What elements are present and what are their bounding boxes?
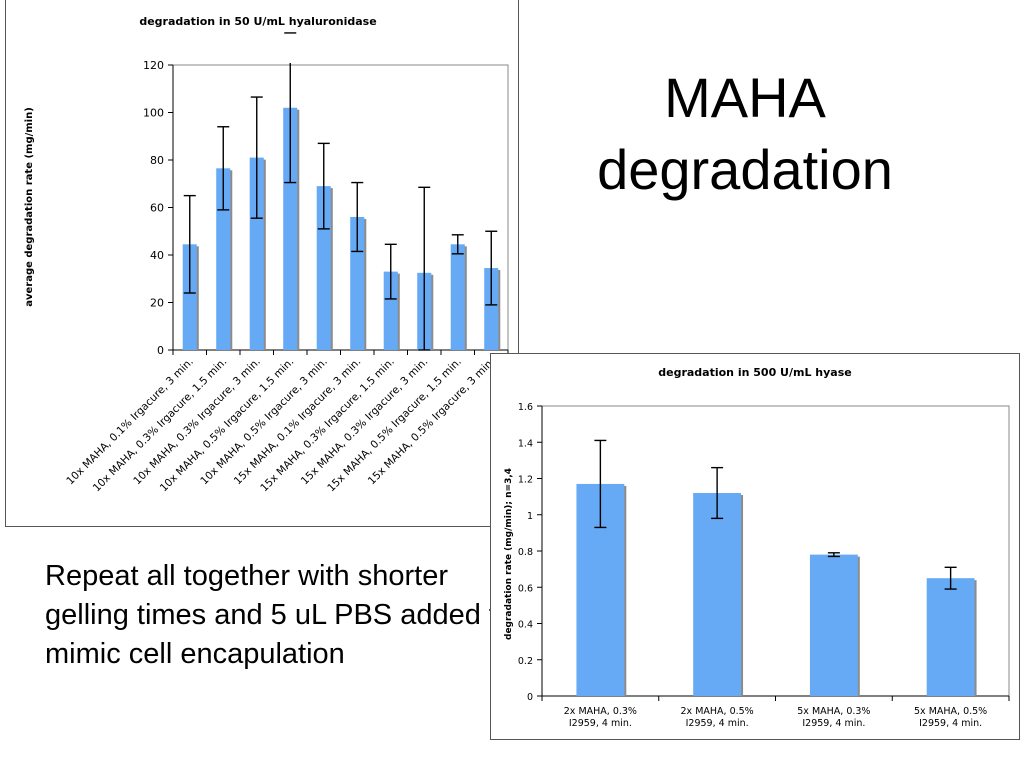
y-tick-label: 20 <box>150 297 164 310</box>
bar <box>182 244 197 350</box>
y-axis-label: average degradation rate (mg/min) <box>24 107 35 307</box>
y-tick-label: 1.2 <box>518 475 533 486</box>
y-tick-label: 0.8 <box>518 547 533 558</box>
y-tick-label: 1 <box>527 511 533 522</box>
y-tick-label: 100 <box>143 107 164 120</box>
y-tick-label: 0 <box>527 692 533 703</box>
bar <box>249 157 264 350</box>
bar <box>484 268 499 350</box>
chart-title: degradation in 50 U/mL hyaluronidase <box>139 15 376 28</box>
slide-title-line-2: degradation <box>597 138 893 201</box>
slide-body-text: Repeat all together with shorter gelling… <box>45 560 514 670</box>
x-category-label: 5x MAHA, 0.5% <box>914 706 987 717</box>
chart-title: degradation in 500 U/mL hyase <box>658 366 852 379</box>
chart-svg-hyaluronidase-50: degradation in 50 U/mL hyaluronidase aver… <box>24 15 509 494</box>
bar <box>316 186 331 350</box>
y-axis-label: degradation rate (mg/min); n=3,4 <box>504 468 514 640</box>
chart-panel-hyase-500: degradation in 500 U/mL hyase degradation… <box>490 353 1020 740</box>
y-tick-label: 80 <box>150 154 164 167</box>
y-tick-label: 0.4 <box>518 620 533 631</box>
bar <box>926 578 975 696</box>
bar <box>283 107 298 350</box>
x-category-label: 2x MAHA, 0.3% <box>564 706 637 717</box>
y-tick-label: 0.6 <box>518 583 533 594</box>
y-tick-label: 0 <box>157 344 164 357</box>
slide-title-line-1: MAHA <box>664 66 826 129</box>
y-tick-label: 0.2 <box>518 656 533 667</box>
x-category-label: I2959, 4 min. <box>569 718 632 729</box>
y-tick-label: 1.6 <box>518 402 533 413</box>
y-tick-label: 40 <box>150 249 164 262</box>
chart-panel-hyaluronidase-50: degradation in 50 U/mL hyaluronidase aver… <box>5 0 519 527</box>
slide-title: MAHA degradation <box>560 62 930 206</box>
bar <box>450 244 465 350</box>
y-tick-label: 120 <box>143 59 164 72</box>
bar <box>216 168 231 350</box>
x-category-label: I2959, 4 min. <box>919 718 982 729</box>
bar <box>693 493 742 696</box>
x-category-label: I2959, 4 min. <box>686 718 749 729</box>
x-category-label: 5x MAHA, 0.3% <box>797 706 870 717</box>
bar <box>350 217 365 350</box>
bar <box>809 554 858 696</box>
chart-svg-hyase-500: degradation in 500 U/mL hyase degradation… <box>504 366 1010 729</box>
x-category-label: I2959, 4 min. <box>802 718 865 729</box>
x-category-label: 2x MAHA, 0.5% <box>681 706 754 717</box>
y-tick-label: 1.4 <box>518 438 533 449</box>
y-tick-label: 60 <box>150 202 164 215</box>
bar <box>383 271 398 350</box>
